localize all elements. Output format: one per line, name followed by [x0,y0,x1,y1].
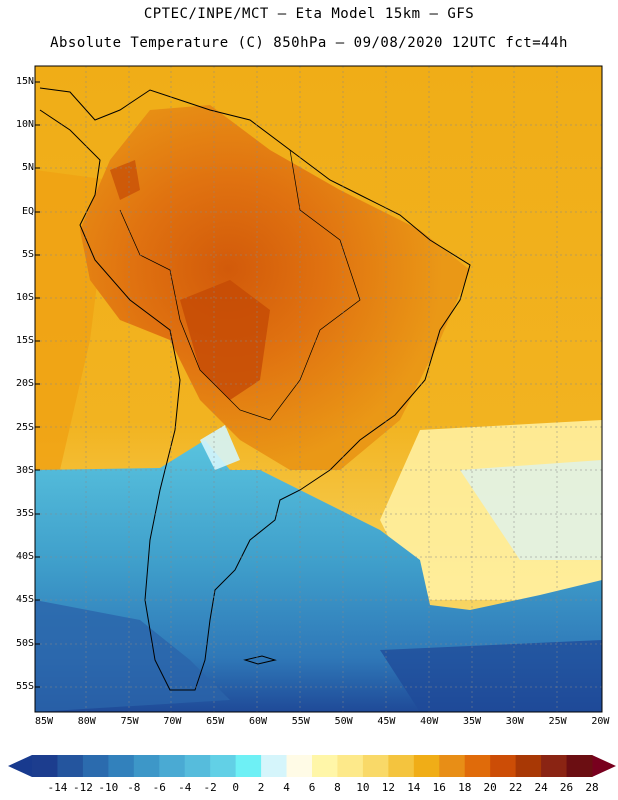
field-layer [35,66,602,712]
colorbar-label: 28 [585,781,599,794]
lon-label: 60W [248,716,268,727]
colorbar-swatch [57,755,84,777]
colorbar-label: 24 [534,781,548,794]
colorbar-swatch [490,755,517,777]
colorbar-label: -10 [98,781,119,794]
lat-label: 5S [21,248,34,260]
colorbar-swatch [82,755,109,777]
lat-label: 15S [15,335,34,347]
colorbar-swatch [286,755,313,777]
colorbar-swatch [235,755,262,777]
lat-label: 55S [15,680,34,692]
lon-label: 40W [420,716,439,727]
lat-label: 40S [15,551,34,563]
colorbar-swatch [159,755,186,777]
country-borders [119,149,361,421]
colorbar-swatch [32,755,58,777]
hot-core-north [110,160,140,200]
lat-label: 50S [15,637,34,649]
colorbar-label: 12 [381,781,395,794]
lon-label: 75W [120,716,139,727]
colorbar-label: 18 [458,781,472,794]
lon-label: 20W [591,716,610,727]
lon-label: 80W [77,716,96,727]
colorbar-swatch [337,755,364,777]
colorbar-label: -6 [152,781,166,794]
colorbar-label: 0 [232,781,239,794]
chart-title-line1: CPTEC/INPE/MCT – Eta Model 15km – GFS [143,6,475,22]
cold-core-east [380,640,602,712]
colorbar-swatch [566,755,593,777]
cold-core-west [35,600,230,712]
lon-label: 70W [163,716,182,727]
colorbar-label: 26 [559,781,574,794]
lat-label: EQ [21,205,34,217]
falkland-islands [243,655,277,665]
colorbar-swatch [210,755,237,777]
lat-label: 15N [15,76,34,87]
colorbar [8,755,616,777]
colorbar-label: 10 [356,781,370,794]
colorbar-swatch [464,755,491,777]
lat-label: 25S [15,421,34,433]
colorbar-label: 20 [483,781,497,794]
chart-title-line2: Absolute Temperature (C) 850hPa – 09/08/… [50,35,568,51]
lon-label: 35W [462,716,482,727]
colorbar-label: 2 [257,781,265,794]
colorbar-swatch [362,755,389,777]
colorbar-swatch [388,755,415,777]
colorbar-label: 14 [407,781,421,794]
map-frame [34,65,603,713]
colorbar-swatch [413,755,440,777]
lon-label: 45W [377,716,396,727]
colorbar-label: 16 [432,781,446,794]
lat-label: 10S [15,292,34,303]
lat-label: 10N [15,119,34,131]
colorbar-swatch [108,755,135,777]
colorbar-label: -8 [127,781,141,794]
lat-label: 30S [15,464,34,476]
axis-ticks [35,81,40,688]
colorbar-label: -2 [203,781,217,794]
colorbar-label: -14 [47,781,68,794]
lat-label: 5N [21,162,34,174]
colorbar-label: -12 [72,781,93,794]
lon-label: 30W [505,716,524,727]
colorbar-label: 22 [509,781,523,794]
hot-land-field [80,105,470,470]
lat-label: 35S [15,508,34,519]
chaco-cool-tongue [200,425,240,470]
lon-label: 55W [291,716,310,727]
colorbar-swatch [312,755,338,777]
colorbar-label: 8 [334,781,341,794]
colorbar-low-arrow [8,755,32,777]
lon-label: 50W [334,716,353,727]
colorbar-swatch [261,755,288,777]
colorbar-label: 6 [308,781,316,794]
lat-label: 45S [15,594,34,606]
colorbar-swatch [515,755,542,777]
colorbar-high-arrow [592,755,616,777]
colorbar-swatch [184,755,211,777]
colorbar-label: -4 [178,781,192,794]
colorbar-label: 4 [283,781,290,794]
cool-atlantic-patch [460,460,602,560]
lon-label: 65W [206,716,225,727]
lon-label: 85W [34,716,54,727]
colorbar-swatch [439,755,466,777]
lat-label: 20S [15,378,34,390]
colorbar-swatch [133,755,160,777]
hot-core [180,280,270,400]
colorbar-swatch [541,755,568,777]
lon-label: 25W [548,716,567,727]
